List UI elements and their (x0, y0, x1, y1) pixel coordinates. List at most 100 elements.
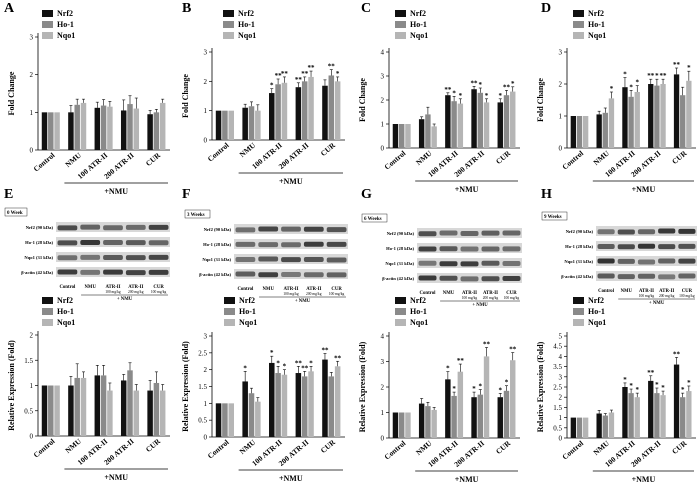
blot-band (258, 272, 279, 278)
lane-label: CUR (506, 291, 517, 296)
significance-mark: ** (321, 347, 329, 355)
week-label: 0 Week (7, 211, 23, 216)
chart-panel-C: C Nrf2 Ho-1 Nqo1 0 1 2 3 4 Fold Change Control NMU *… (358, 1, 520, 194)
legend-label: Nrf2 (238, 9, 254, 18)
lane-label: ATR-II (105, 285, 120, 290)
significance-mark: * (499, 92, 503, 100)
panel-letter: E (4, 187, 13, 202)
bar (622, 87, 628, 148)
bar (451, 395, 457, 438)
bar (322, 85, 328, 140)
legend-swatch (573, 21, 584, 28)
significance-mark: ** (503, 83, 511, 91)
blot-band (678, 273, 696, 279)
significance-mark: * (446, 365, 450, 373)
y-tick-label: 0 (381, 435, 385, 443)
bar (147, 390, 153, 436)
blot-band (460, 246, 479, 252)
bar (570, 116, 577, 148)
y-tick-label: 1.5 (553, 404, 562, 412)
significance-mark: * (499, 386, 503, 394)
bar (328, 376, 335, 437)
blot-band (235, 257, 256, 263)
blot-band (502, 261, 521, 267)
lane-dose: 200 mg/kg (483, 296, 499, 300)
bar (673, 74, 680, 148)
lane-label: ATR-II (483, 291, 498, 296)
significance-mark: ** (647, 369, 655, 377)
category-label: NMU (63, 150, 83, 169)
lane-dose: 200 mg/kg (306, 292, 322, 296)
blot-row-label: Nrf2 (90 kDa) (204, 227, 232, 232)
legend-label: Ho-1 (588, 20, 605, 29)
lane-label: NMU (443, 291, 455, 296)
blot-band (57, 225, 78, 231)
blot-panel-F: 3 Weeks Nrf2 (90 kDa) Ho-1 (28 kDa) Nqo1 (3… (184, 209, 348, 304)
blot-band (326, 227, 347, 233)
category-label: Control (206, 141, 231, 164)
legend-label: Nqo1 (410, 31, 428, 40)
bar (100, 105, 107, 150)
blot-group-label: + NMU (649, 301, 665, 306)
legend-label: Ho-1 (588, 307, 605, 316)
legend-swatch (395, 319, 406, 326)
bar (308, 371, 314, 437)
significance-mark: ** (673, 61, 681, 69)
category-label: CUR (144, 150, 163, 168)
legend-label: Nqo1 (239, 318, 257, 327)
bar (100, 375, 107, 436)
category-label: 200 ATR-II (277, 141, 311, 171)
bar (295, 373, 302, 437)
bar (159, 390, 166, 436)
lane-label: NMU (84, 285, 96, 290)
bar (445, 95, 451, 148)
significance-mark: ** (308, 64, 316, 72)
bar (654, 393, 660, 438)
y-tick-label: 3 (30, 34, 34, 42)
y-tick-label: 2 (559, 394, 563, 402)
legend-swatch (573, 297, 584, 304)
blot-band (326, 272, 347, 278)
bar (54, 112, 60, 150)
category-label: NMU (238, 437, 258, 456)
y-tick-label: 3 (204, 49, 208, 57)
bar (602, 415, 608, 438)
bar (497, 102, 503, 148)
y-axis-label: Relative Expression (Fold) (7, 340, 16, 431)
week-label-box (184, 209, 211, 219)
category-label: Control (560, 439, 585, 462)
category-label: Control (206, 438, 231, 461)
y-tick-label: 3 (559, 373, 563, 381)
blot-band (658, 258, 676, 264)
bar (127, 370, 133, 436)
y-tick-label: 4 (381, 333, 385, 341)
bar (634, 397, 640, 438)
blot-band (235, 227, 256, 233)
bar (269, 93, 275, 140)
bar (68, 112, 74, 150)
legend-label: Nqo1 (57, 318, 75, 327)
significance-mark: ** (444, 86, 452, 94)
lane-label: ATR-II (659, 289, 674, 294)
y-tick-label: 0.5 (553, 424, 562, 432)
bar (94, 375, 101, 436)
significance-mark: * (472, 385, 476, 393)
blot-band (148, 240, 169, 246)
lane-dose: 100 mg/kg (283, 292, 299, 296)
significance-mark: ** (509, 346, 517, 354)
y-axis-label: Fold Change (7, 71, 16, 115)
lane-dose: 200 mg/kg (128, 290, 144, 294)
blot-band (281, 271, 301, 277)
significance-mark: * (243, 364, 247, 372)
legend-swatch (42, 319, 53, 326)
blot-band (57, 269, 78, 275)
panel-letter: D (541, 1, 551, 16)
blot-band (148, 269, 169, 275)
blot-band (80, 224, 101, 230)
bar (120, 380, 127, 436)
legend-swatch (573, 319, 584, 326)
blot-band (57, 240, 78, 246)
blot-band (460, 261, 479, 267)
category-label: CUR (670, 148, 689, 166)
